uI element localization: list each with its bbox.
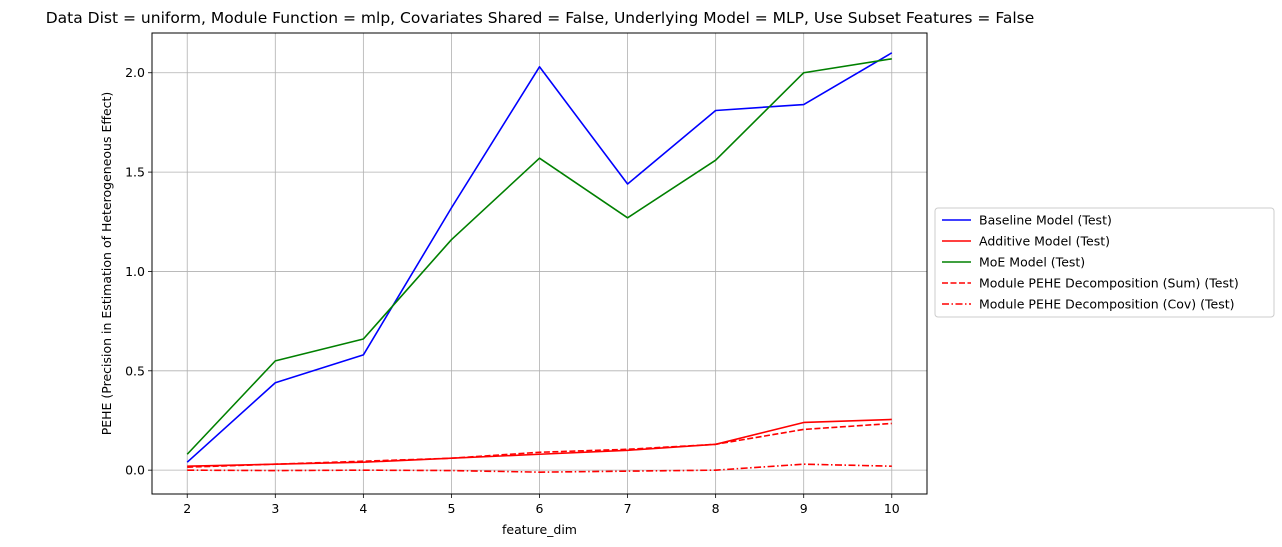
- series-line-4: [187, 422, 892, 468]
- axis-ticks: 2 3 4 5 6 7 8 9 10 0.0 0.5 1.0 1.5 2.0: [125, 65, 900, 516]
- y-tick-label: 2.0: [125, 65, 145, 80]
- x-tick-label: 9: [800, 501, 808, 516]
- grid: [152, 33, 927, 494]
- legend-label: Additive Model (Test): [979, 234, 1110, 249]
- x-tick-label: 7: [624, 501, 632, 516]
- legend-box: [934, 207, 1275, 318]
- legend-label: MoE Model (Test): [979, 255, 1085, 270]
- x-tick-label: 4: [359, 501, 367, 516]
- x-tick-label: 10: [884, 501, 900, 516]
- x-tick-label: 6: [536, 501, 544, 516]
- x-tick-label: 5: [447, 501, 455, 516]
- y-tick-label: 0.5: [125, 363, 145, 378]
- y-tick-label: 1.0: [125, 264, 145, 279]
- x-tick-label: 2: [183, 501, 191, 516]
- legend-label: Module PEHE Decomposition (Sum) (Test): [979, 276, 1239, 291]
- y-tick-label: 0.0: [125, 463, 145, 478]
- series-line-5: [187, 463, 892, 473]
- x-tick-label: 8: [712, 501, 720, 516]
- legend-label: Baseline Model (Test): [979, 213, 1112, 228]
- series-lines: [186, 52, 893, 473]
- y-axis-label: PEHE (Precision in Estimation of Heterog…: [99, 92, 114, 436]
- legend: Baseline Model (Test) Additive Model (Tes…: [934, 207, 1275, 318]
- x-axis-label: feature_dim: [502, 522, 577, 537]
- y-tick-label: 1.5: [125, 165, 145, 180]
- series-line-1: [186, 52, 893, 463]
- series-line-3: [186, 58, 892, 455]
- series-line-2: [187, 418, 892, 467]
- legend-label: Module PEHE Decomposition (Cov) (Test): [979, 297, 1235, 312]
- chart-title: Data Dist = uniform, Module Function = m…: [46, 9, 1035, 27]
- x-tick-label: 3: [271, 501, 279, 516]
